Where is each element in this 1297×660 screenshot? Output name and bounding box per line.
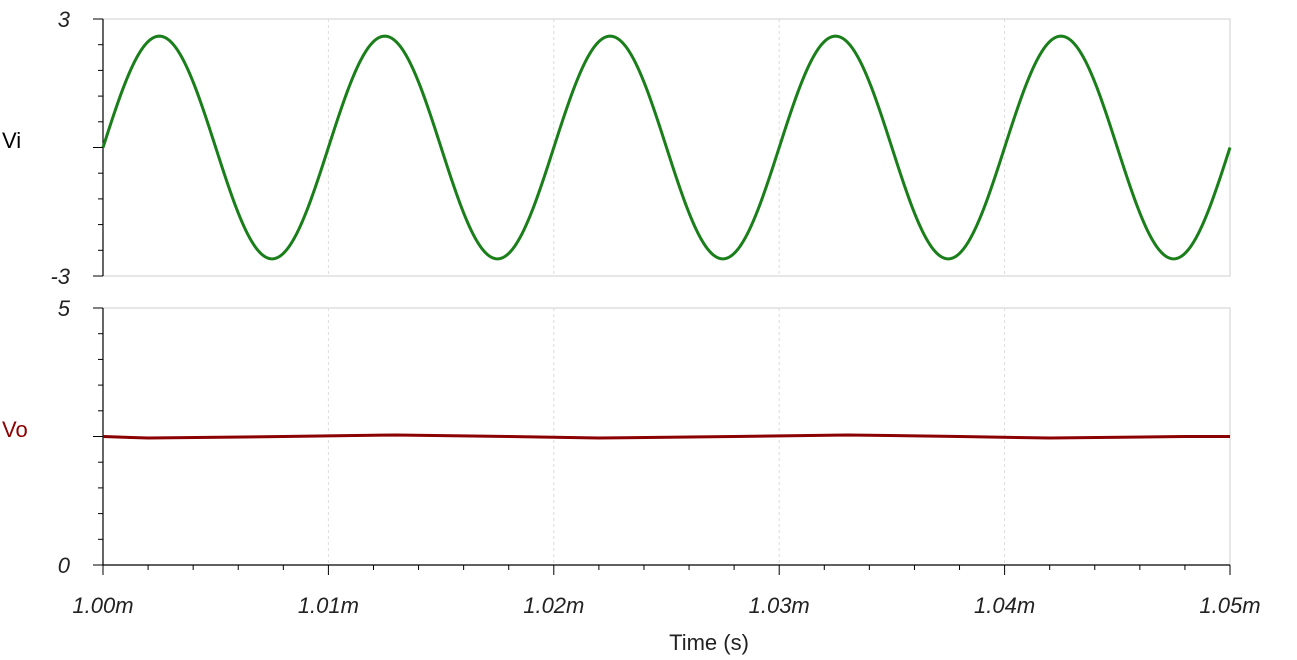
vi-panel: 3 -3 Vi xyxy=(2,7,1232,289)
vi-series-label: Vi xyxy=(2,128,21,153)
vi-series-line xyxy=(101,34,1232,261)
x-ticks xyxy=(102,565,1231,575)
vo-ytick-label-top: 5 xyxy=(58,296,71,321)
vo-panel: 5 0 Vo xyxy=(2,296,1231,578)
x-tick-label: 1.00m xyxy=(72,593,133,618)
vo-ytick-label-bottom: 0 xyxy=(58,553,71,578)
vi-y-ticks xyxy=(93,18,103,277)
vo-series-label: Vo xyxy=(2,417,28,442)
x-tick-labels: 1.00m 1.01m 1.02m 1.03m 1.04m 1.05m xyxy=(72,593,1260,618)
x-tick-label: 1.02m xyxy=(523,593,584,618)
x-tick-label: 1.01m xyxy=(298,593,359,618)
x-axis-title: Time (s) xyxy=(669,630,749,655)
x-tick-label: 1.04m xyxy=(974,593,1035,618)
vo-series-line xyxy=(102,433,1230,440)
x-tick-label: 1.05m xyxy=(1199,593,1260,618)
vi-ytick-label-bottom: -3 xyxy=(50,264,70,289)
vi-ytick-label-top: 3 xyxy=(58,7,71,32)
vo-y-ticks xyxy=(93,307,103,566)
x-axis: 1.00m 1.01m 1.02m 1.03m 1.04m 1.05m Time (s) xyxy=(72,564,1261,655)
x-tick-label: 1.03m xyxy=(749,593,810,618)
